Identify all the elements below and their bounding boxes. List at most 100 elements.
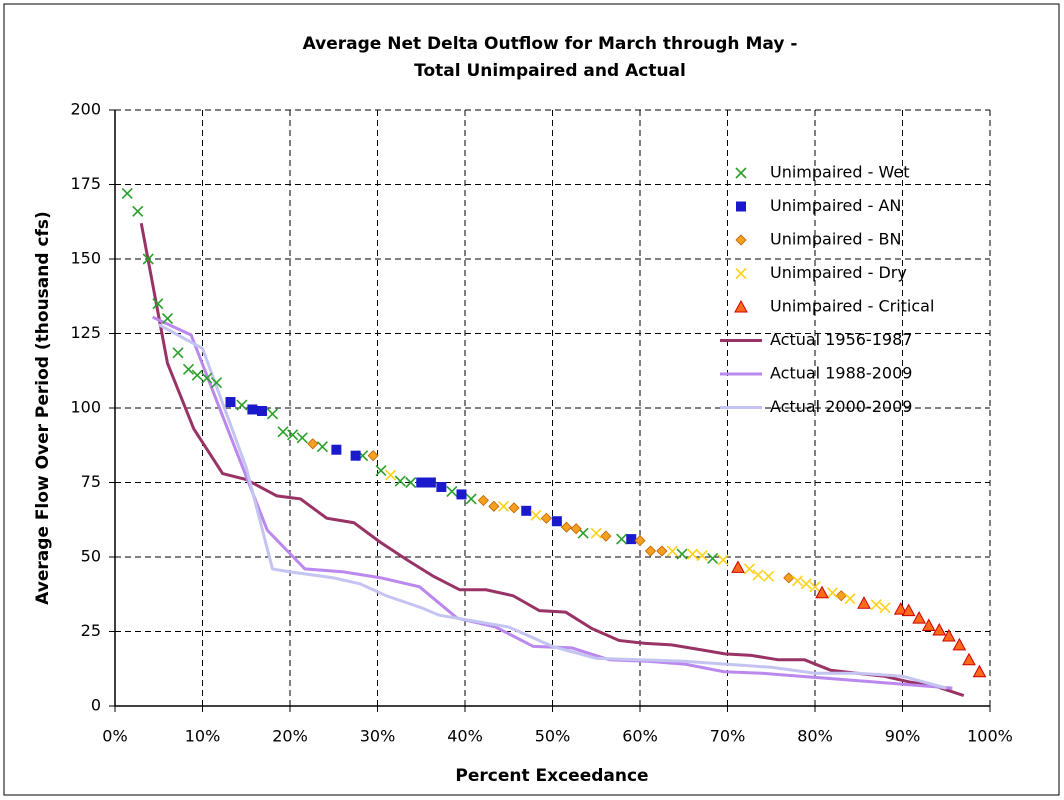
marker xyxy=(893,602,908,615)
marker xyxy=(247,404,258,415)
marker xyxy=(752,569,764,581)
y-tick-label: 100 xyxy=(70,398,101,417)
marker xyxy=(508,502,520,514)
marker xyxy=(172,347,184,359)
marker xyxy=(142,253,154,265)
marker xyxy=(666,545,678,557)
marker xyxy=(191,369,203,381)
marker xyxy=(735,234,747,246)
x-tick-label: 40% xyxy=(447,727,483,746)
marker xyxy=(696,549,708,562)
marker xyxy=(497,500,510,512)
marker xyxy=(436,481,447,492)
marker xyxy=(132,205,144,217)
y-tick-label: 75 xyxy=(81,472,101,491)
marker xyxy=(266,408,279,420)
marker xyxy=(731,560,745,573)
marker xyxy=(225,397,236,408)
marker xyxy=(743,563,755,575)
marker xyxy=(375,465,387,477)
marker xyxy=(942,628,956,642)
legend-label: Actual 1956-1987 xyxy=(770,330,912,349)
marker xyxy=(600,530,612,542)
marker xyxy=(350,450,361,461)
legend-label: Actual 2000-2009 xyxy=(770,397,912,416)
marker xyxy=(616,533,628,545)
marker xyxy=(735,167,747,179)
marker xyxy=(405,476,417,489)
marker xyxy=(707,552,719,565)
marker xyxy=(296,432,308,444)
legend-label: Unimpaired - AN xyxy=(770,196,901,215)
marker xyxy=(367,450,379,462)
marker xyxy=(121,187,133,200)
x-tick-label: 30% xyxy=(360,727,396,746)
marker xyxy=(857,596,871,609)
marker xyxy=(962,652,976,666)
chart-title: Total Unimpaired and Actual xyxy=(414,61,686,81)
marker xyxy=(210,377,223,389)
marker xyxy=(331,444,342,455)
marker xyxy=(182,363,195,375)
marker xyxy=(735,267,747,280)
marker xyxy=(901,603,916,617)
x-axis-title: Percent Exceedance xyxy=(455,766,648,786)
legend-label: Unimpaired - Dry xyxy=(770,263,907,282)
marker xyxy=(717,554,729,566)
marker xyxy=(952,637,967,651)
marker xyxy=(634,535,646,547)
y-tick-label: 50 xyxy=(81,547,101,566)
marker xyxy=(626,534,637,545)
x-tick-label: 80% xyxy=(797,727,833,746)
marker xyxy=(815,585,829,599)
marker xyxy=(686,548,699,560)
marker xyxy=(201,372,213,384)
marker xyxy=(656,545,668,557)
x-tick-label: 10% xyxy=(185,727,221,746)
x-tick-label: 60% xyxy=(622,727,658,746)
marker xyxy=(590,527,602,539)
y-tick-label: 0 xyxy=(91,696,101,715)
marker xyxy=(551,516,562,527)
marker xyxy=(385,469,397,481)
marker xyxy=(540,512,552,524)
marker xyxy=(826,587,839,599)
marker xyxy=(465,493,477,505)
legend-label: Unimpaired - BN xyxy=(770,230,901,249)
x-tick-label: 90% xyxy=(885,727,921,746)
y-tick-label: 175 xyxy=(70,174,101,193)
marker xyxy=(676,548,688,560)
marker xyxy=(783,572,795,584)
marker xyxy=(879,602,891,614)
marker xyxy=(870,599,882,611)
legend-label: Unimpaired - Critical xyxy=(770,297,934,316)
marker xyxy=(972,664,987,678)
legend-label: Unimpaired - Wet xyxy=(770,163,909,182)
marker xyxy=(912,611,926,624)
marker xyxy=(257,405,267,416)
marker xyxy=(287,429,299,441)
y-tick-label: 200 xyxy=(70,100,101,119)
marker xyxy=(521,505,532,516)
x-tick-label: 100% xyxy=(967,727,1013,746)
legend-label: Actual 1988-2009 xyxy=(770,364,912,383)
x-tick-label: 0% xyxy=(102,727,127,746)
marker xyxy=(763,570,775,582)
marker xyxy=(456,489,467,500)
marker xyxy=(736,201,746,212)
marker xyxy=(560,521,573,533)
marker xyxy=(809,581,821,593)
marker xyxy=(844,593,856,605)
marker xyxy=(791,575,804,587)
x-tick-label: 20% xyxy=(272,727,308,746)
marker xyxy=(488,500,500,512)
marker xyxy=(477,494,489,506)
marker xyxy=(734,299,748,313)
chart-border xyxy=(3,3,1060,796)
marker xyxy=(161,313,174,325)
marker xyxy=(425,477,436,488)
y-tick-label: 125 xyxy=(70,323,101,342)
marker xyxy=(316,441,328,453)
marker xyxy=(416,477,427,488)
